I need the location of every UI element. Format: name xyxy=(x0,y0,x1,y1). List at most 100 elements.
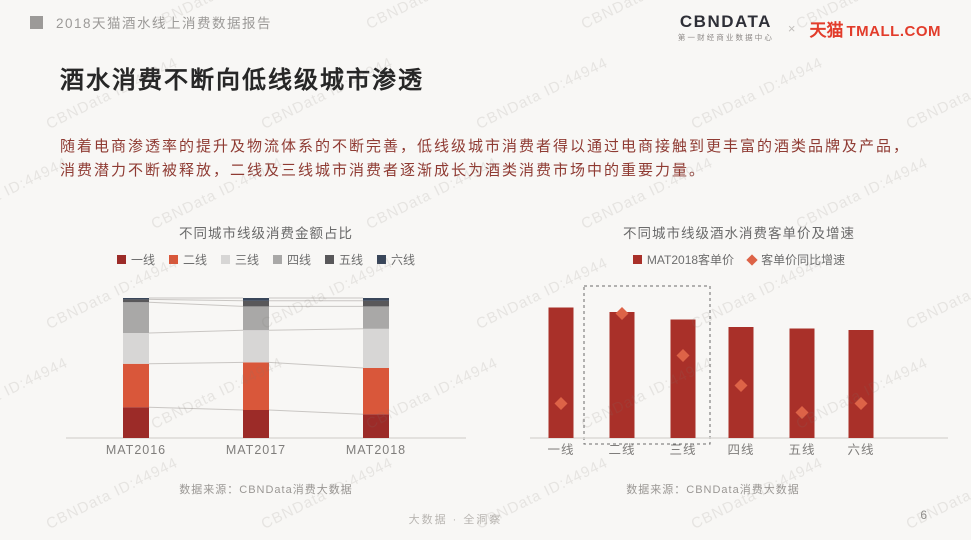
x-axis-label: 六线 xyxy=(847,443,874,457)
cbndata-subtitle: 第一财经商业数据中心 xyxy=(677,33,774,42)
legend-item: 一线 xyxy=(116,251,155,268)
square-legend-marker-icon xyxy=(168,255,178,264)
growth-diamond-marker xyxy=(734,379,748,392)
connector-line xyxy=(148,406,244,411)
stacked-bar-segment xyxy=(123,333,149,364)
legend-item: 客单价同比增速 xyxy=(746,251,846,268)
tmall-logo: 天猫 TMALL.COM xyxy=(810,16,941,41)
watermark-text: CBNData ID:44944 xyxy=(903,54,971,133)
stacked-bar-segment xyxy=(123,302,149,333)
stacked-bar-segment xyxy=(363,328,389,368)
price-bar xyxy=(548,307,574,438)
legend-label: 五线 xyxy=(339,253,364,267)
stacked-bar-segment xyxy=(243,410,269,438)
square-legend-marker-icon xyxy=(220,255,230,264)
body-line-1: 随着电商渗透率的提升及物流体系的不断完善，低线级城市消费者得以通过电商接触到更丰… xyxy=(60,138,911,155)
stacked-bar-segment xyxy=(123,407,149,438)
diamond-legend-marker-icon xyxy=(746,253,758,266)
legend-label: 二线 xyxy=(182,253,207,267)
stacked-bar-segment xyxy=(363,306,389,329)
x-axis-label: 三线 xyxy=(669,443,696,457)
footer-slogan: 大数据 · 全洞察 xyxy=(408,514,503,526)
right-chart-source: 数据来源：CBNData消费大数据 xyxy=(626,484,800,496)
page-title: 酒水消费不断向低线级城市渗透 xyxy=(60,67,424,94)
x-axis-label: MAT2018 xyxy=(346,443,406,457)
tmall-en-wordmark: TMALL.COM xyxy=(846,22,941,40)
report-title: 2018天猫酒水线上消费数据报告 xyxy=(56,16,273,31)
price-growth-legend: MAT2018客单价 客单价同比增速 xyxy=(524,251,954,268)
legend-item: 三线 xyxy=(220,251,259,268)
growth-diamond-marker xyxy=(554,397,568,410)
cbndata-logo: CBNDATA 第一财经商业数据中心 xyxy=(678,13,774,43)
legend-item: 二线 xyxy=(168,251,207,268)
x-axis-label: 五线 xyxy=(788,443,815,457)
legend-item: 六线 xyxy=(377,251,415,268)
x-axis-label: MAT2017 xyxy=(226,443,286,457)
connector-line xyxy=(148,361,244,365)
legend-label: 一线 xyxy=(130,253,155,267)
tier-share-plot: MAT2016 MAT2017 MAT2018 xyxy=(66,297,466,457)
legend-label: 客单价同比增速 xyxy=(761,253,846,267)
report-tag: 2018天猫酒水线上消费数据报告 xyxy=(30,12,272,32)
header: 2018天猫酒水线上消费数据报告 CBNDATA 第一财经商业数据中心 × 天猫… xyxy=(30,12,941,43)
stacked-bar-segment xyxy=(243,306,269,331)
price-growth-plot: 一线 二线 三线 四线 五线 六线 xyxy=(530,285,948,457)
price-bar xyxy=(609,312,635,438)
price-bar xyxy=(848,330,874,438)
right-chart-title: 不同城市线级酒水消费客单价及增速 xyxy=(623,226,855,241)
highlight-box xyxy=(583,285,711,445)
price-bar xyxy=(670,319,696,438)
legend-label: MAT2018客单价 xyxy=(646,253,735,267)
stacked-bar-segment xyxy=(243,362,269,410)
cross-separator-icon: × xyxy=(787,20,796,36)
stacked-bar-segment xyxy=(363,414,389,438)
legend-label: 四线 xyxy=(287,253,312,267)
connector-line xyxy=(268,328,364,331)
price-bar xyxy=(789,328,815,438)
legend-item: 五线 xyxy=(325,251,363,268)
logo-group: CBNDATA 第一财经商业数据中心 × 天猫 TMALL.COM xyxy=(678,12,941,43)
connector-line xyxy=(148,329,244,334)
left-chart-title: 不同城市线级消费金额占比 xyxy=(179,226,353,241)
connector-line xyxy=(268,409,364,415)
x-axis-label: 二线 xyxy=(608,443,635,457)
stacked-bar-segment xyxy=(363,368,389,415)
x-axis-label: 四线 xyxy=(727,443,754,457)
connector-line xyxy=(148,301,244,307)
stacked-bar-segment xyxy=(123,298,149,300)
square-legend-marker-icon xyxy=(377,255,387,264)
x-axis-label: 一线 xyxy=(547,443,574,457)
watermark-text: CBNData ID:44944 xyxy=(688,54,826,133)
stacked-bar-segment xyxy=(123,363,149,408)
stacked-bar-segment xyxy=(363,298,389,301)
square-legend-marker-icon xyxy=(325,255,335,264)
connector-line xyxy=(268,361,364,369)
square-legend-marker-icon xyxy=(273,255,282,264)
legend-label: 六线 xyxy=(391,253,416,267)
page-number: 6 xyxy=(920,508,927,522)
square-legend-marker-icon xyxy=(632,255,642,264)
stacked-bar-segment xyxy=(363,300,389,307)
tmall-cn-wordmark: 天猫 xyxy=(809,20,844,40)
stacked-bar-segment xyxy=(243,300,269,307)
growth-diamond-marker xyxy=(615,307,629,320)
body-paragraph: 随着电商渗透率的提升及物流体系的不断完善，低线级城市消费者得以通过电商接触到更丰… xyxy=(60,135,930,183)
tier-share-legend: 一线 二线 三线 四线 五线 六线 xyxy=(60,251,472,268)
growth-diamond-marker xyxy=(854,397,868,410)
connector-line xyxy=(148,298,244,302)
watermark-text: CBNData ID:44944 xyxy=(473,54,611,133)
x-axis-label: MAT2016 xyxy=(106,443,166,457)
growth-diamond-marker xyxy=(795,406,809,419)
left-chart-source: 数据来源：CBNData消费大数据 xyxy=(179,484,353,496)
stacked-bar-segment xyxy=(243,330,269,363)
legend-label: 三线 xyxy=(234,253,259,267)
stacked-bar-segment xyxy=(243,298,269,301)
stacked-bar-segment xyxy=(123,299,149,303)
tier-share-chart-panel: 不同城市线级消费金额占比 一线 二线 三线 四线 五线 六线 MAT2016 MAT2017… xyxy=(60,222,472,497)
square-legend-marker-icon xyxy=(116,255,126,264)
price-growth-chart-panel: 不同城市线级酒水消费客单价及增速 MAT2018客单价 客单价同比增速 一线 二线 三… xyxy=(524,222,954,497)
cbndata-wordmark: CBNDATA xyxy=(679,12,772,31)
legend-item: 四线 xyxy=(273,251,311,268)
legend-item: MAT2018客单价 xyxy=(632,251,735,268)
